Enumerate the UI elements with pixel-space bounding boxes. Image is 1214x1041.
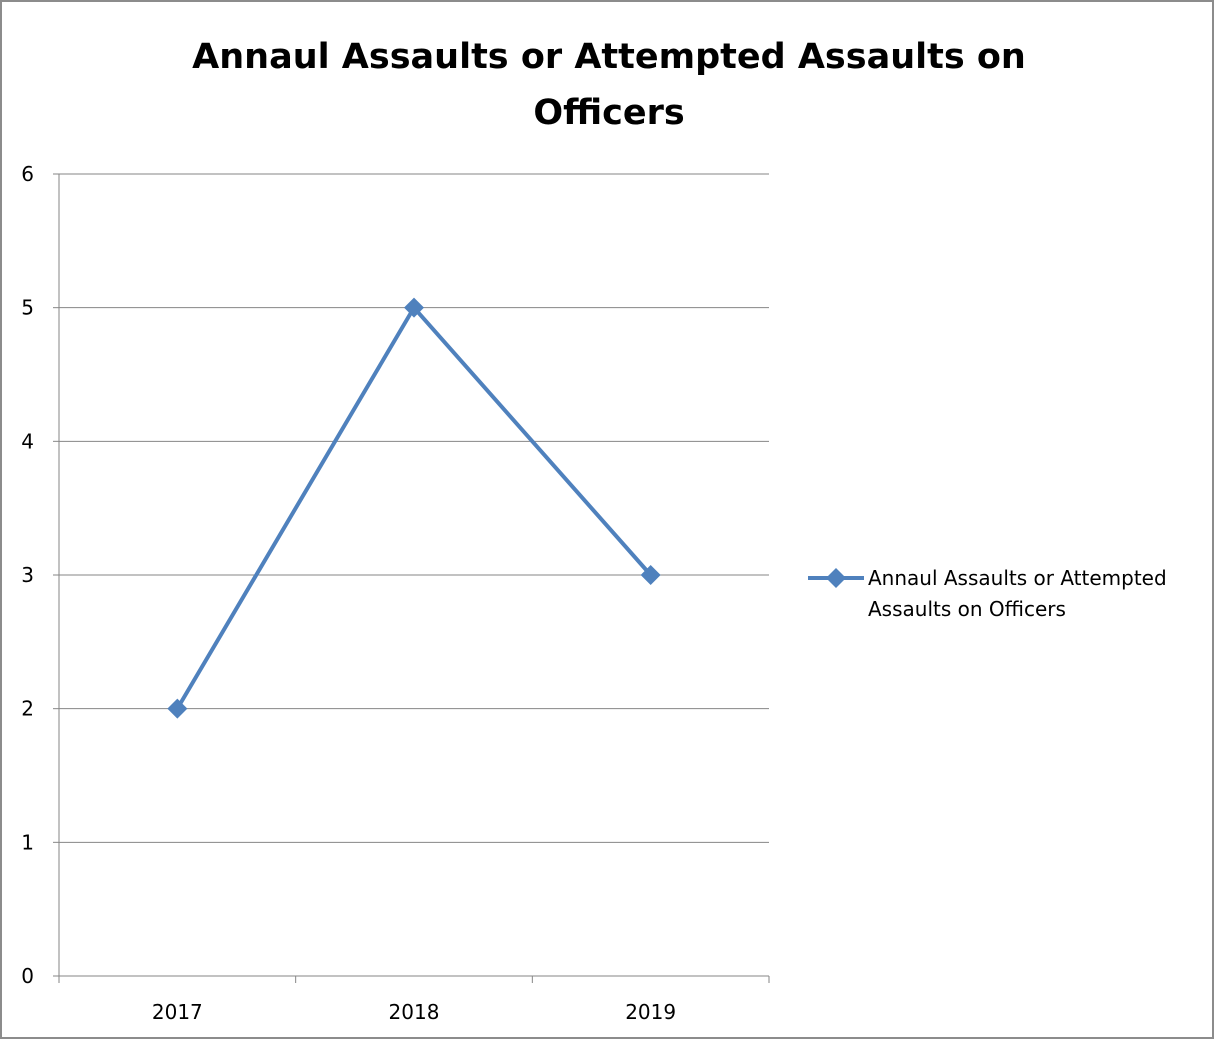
- axes: [53, 173, 770, 983]
- data-point-2017: [167, 698, 188, 719]
- legend-label-line-1: Annaul Assaults or Attempted: [868, 566, 1167, 590]
- y-tick-label-5: 5: [21, 296, 34, 320]
- data-point-2018: [404, 297, 424, 318]
- chart-title: Annaul Assaults or Attempted Assaults on…: [192, 37, 1026, 133]
- legend-label-line-2: Assaults on Officers: [868, 597, 1066, 621]
- y-tick-label-0: 0: [21, 964, 34, 988]
- y-tick-label-2: 2: [21, 697, 34, 721]
- x-tick-label-2018: 2018: [389, 1000, 440, 1024]
- series: [167, 297, 661, 719]
- data-point-2019: [640, 565, 661, 585]
- chart-title-line-2: Officers: [533, 93, 684, 133]
- gridlines: [59, 173, 769, 843]
- y-tick-label-6: 6: [21, 162, 34, 186]
- legend: Annaul Assaults or Attempted Assaults on…: [808, 566, 1167, 621]
- y-tick-label-3: 3: [21, 563, 34, 587]
- x-tick-label-2019: 2019: [625, 1000, 676, 1024]
- series-line-0: [175, 305, 653, 710]
- chart-title-line-1: Annaul Assaults or Attempted Assaults on: [192, 37, 1026, 77]
- y-tick-label-1: 1: [21, 830, 34, 854]
- y-axis-tick-labels: 0 1 2 3 4 5 6: [21, 162, 34, 988]
- legend-diamond-marker: [826, 568, 846, 588]
- x-tick-label-2017: 2017: [152, 1000, 203, 1024]
- y-tick-label-4: 4: [21, 429, 34, 453]
- x-axis-tick-labels: 2017 2018 2019: [152, 1000, 676, 1024]
